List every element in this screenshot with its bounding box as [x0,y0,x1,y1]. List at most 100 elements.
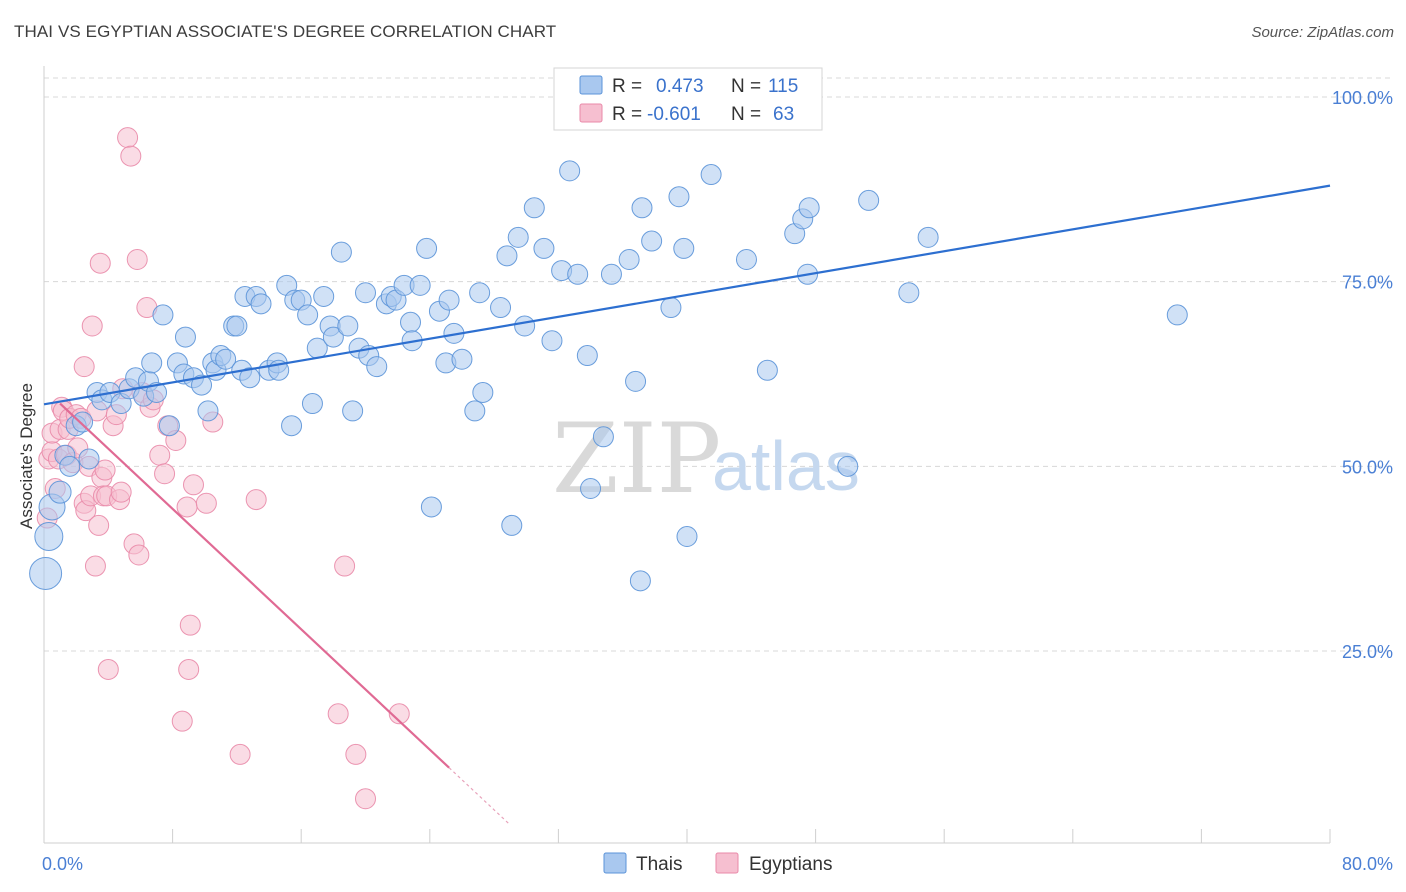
data-point [88,514,110,536]
data-point [668,186,690,208]
data-point [191,374,213,396]
data-point [523,197,545,219]
data-point [355,788,376,810]
data-point [313,285,335,307]
y-tick-label: 75.0% [1342,273,1393,293]
data-point [592,426,614,448]
data-point [322,326,344,348]
legend-n-label-thais: N = [731,76,761,97]
data-point [297,304,319,326]
data-point [158,415,180,437]
data-point [858,189,880,211]
legend-r-label-thais: R = [612,76,642,97]
data-point [84,555,106,577]
trend-line-egyptians-extension [448,767,511,826]
data-point [700,164,722,186]
data-point [409,274,431,296]
data-point [1166,304,1188,326]
chart-title: THAI VS EGYPTIAN ASSOCIATE'S DEGREE CORR… [14,22,557,41]
x-ticks [43,829,1331,843]
data-point [420,496,442,518]
data-point [541,330,563,352]
data-point [110,481,132,503]
data-point [59,455,81,477]
bottom-legend: Thais Egyptians [603,852,832,875]
data-point [337,315,359,337]
data-point [72,411,94,433]
data-point [388,703,410,725]
data-point [78,448,100,470]
legend-n-label-egyptians: N = [731,104,761,125]
data-point [472,381,494,403]
data-point [618,249,640,271]
data-point [226,315,248,337]
data-point [97,658,119,680]
legend-r-label-egyptians: R = [612,104,642,125]
data-point [514,315,536,337]
data-point [660,297,682,319]
trend-lines [43,184,1331,826]
legend-r-value-egyptians: -0.601 [647,104,701,125]
data-point [631,197,653,219]
y-tick-label: 25.0% [1342,642,1393,662]
data-point [334,555,356,577]
data-point [469,282,491,304]
data-point [89,252,111,274]
y-tick-labels: 25.0% 50.0% 75.0% 100.0% [1332,88,1393,662]
data-point [580,477,602,499]
data-point [34,522,64,552]
data-point [735,249,757,271]
data-point [438,289,460,311]
data-point [239,367,261,389]
bottom-legend-swatch-egyptians [715,852,739,874]
legend-swatch-egyptians [579,103,603,123]
data-point [81,315,103,337]
data-point [215,348,237,370]
y-axis-title: Associate's Degree [17,383,36,529]
data-point [182,474,204,496]
trend-line-thais [43,184,1331,406]
y-tick-label: 50.0% [1342,457,1393,477]
legend-box: R = 0.473 N = 115 R = -0.601 N = 63 [553,67,823,131]
data-point [898,282,920,304]
data-point [366,356,388,378]
data-point [152,304,174,326]
data-point [600,263,622,285]
data-point [29,556,63,590]
data-point [197,400,219,422]
data-point [245,489,267,511]
trend-line-egyptians [59,402,450,769]
data-point [128,544,150,566]
watermark-zip: ZIP [552,403,721,515]
data-point [149,444,171,466]
data-point [464,400,486,422]
data-point [179,614,201,636]
data-point [625,370,647,392]
legend-n-value-thais: 115 [768,76,798,97]
data-point [250,293,272,315]
data-point [342,400,364,422]
data-point [629,570,651,592]
data-point [507,226,529,248]
data-point [673,237,695,259]
data-point [917,226,939,248]
data-point [533,237,555,259]
data-point [501,514,523,536]
data-point [400,311,422,333]
data-point [355,282,376,304]
data-point [120,145,142,167]
data-point [301,393,323,415]
data-point [141,352,163,374]
data-point [756,359,778,381]
data-point [48,480,72,504]
legend-n-value-egyptians: 63 [773,104,794,125]
source-credit: Source: ZipAtlas.com [1251,24,1394,41]
data-point [567,263,589,285]
data-point [641,230,663,252]
legend-swatch-thais [579,75,603,95]
data-point [117,127,139,149]
data-point [73,356,95,378]
data-point [576,345,598,367]
egyptians-points [36,127,410,810]
